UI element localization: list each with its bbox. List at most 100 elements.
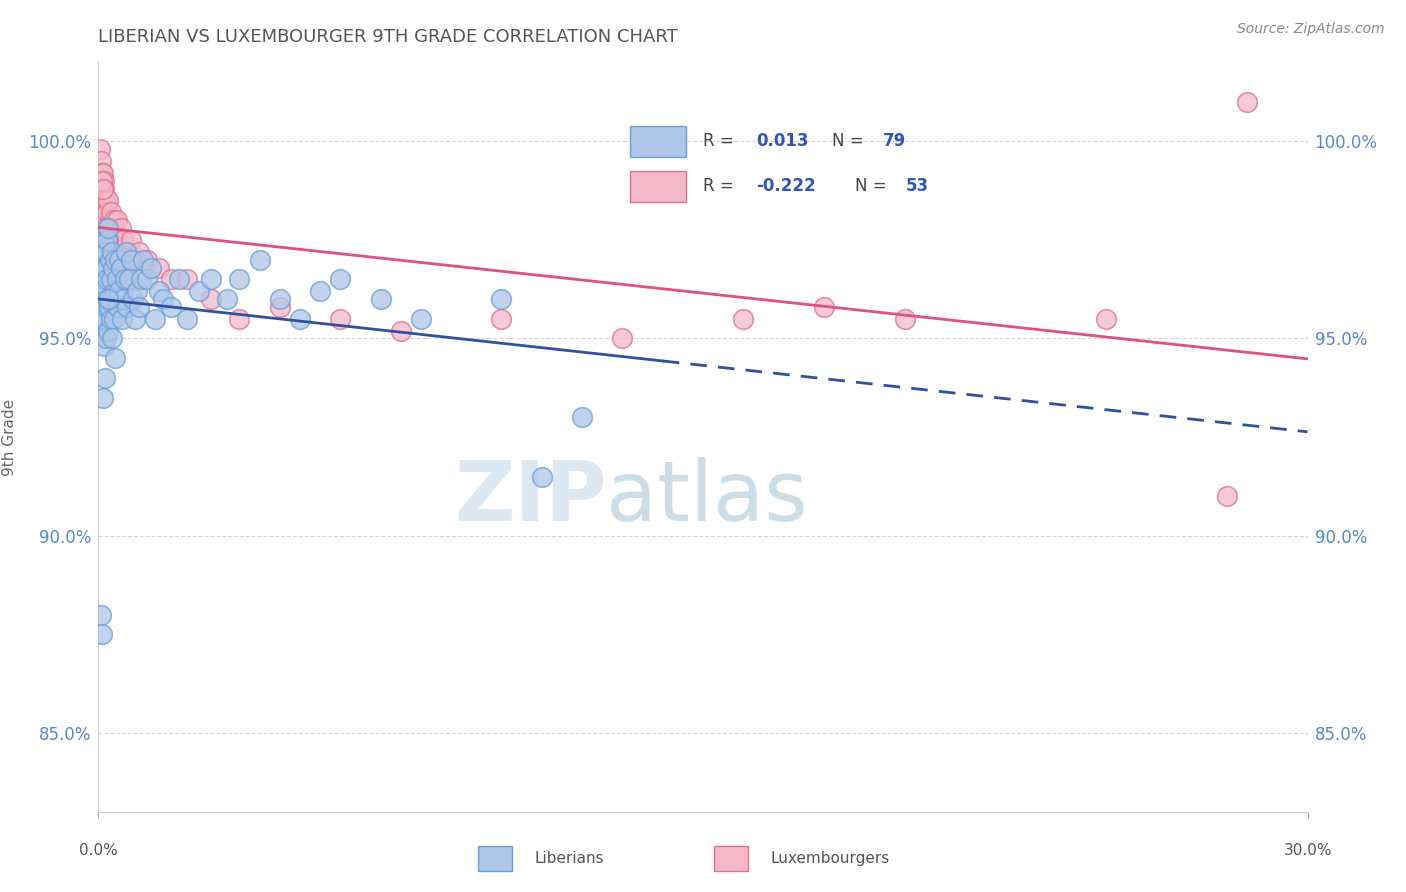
Text: 79: 79 bbox=[883, 132, 907, 150]
Point bbox=[97, 292, 120, 306]
Point bbox=[125, 284, 148, 298]
Point bbox=[97, 292, 120, 306]
Point bbox=[110, 260, 132, 275]
Point bbox=[813, 300, 835, 314]
Point bbox=[128, 244, 150, 259]
Point bbox=[96, 272, 118, 286]
Point bbox=[128, 300, 150, 314]
Point bbox=[93, 233, 115, 247]
Point bbox=[111, 311, 134, 326]
Point bbox=[139, 260, 162, 275]
Text: Source: ZipAtlas.com: Source: ZipAtlas.com bbox=[1237, 22, 1385, 37]
Point bbox=[217, 292, 239, 306]
Point bbox=[114, 244, 136, 259]
Point bbox=[612, 331, 634, 345]
Point bbox=[100, 292, 122, 306]
Point bbox=[93, 194, 115, 208]
Point bbox=[96, 233, 118, 247]
Point bbox=[104, 351, 127, 366]
Point bbox=[98, 252, 121, 267]
Text: 30.0%: 30.0% bbox=[1284, 843, 1331, 858]
Point bbox=[124, 252, 146, 267]
Point bbox=[91, 181, 114, 195]
Point bbox=[124, 311, 146, 326]
Point bbox=[91, 324, 114, 338]
Point bbox=[94, 371, 117, 385]
Point bbox=[96, 260, 118, 275]
Point bbox=[90, 607, 112, 622]
Point bbox=[94, 213, 117, 227]
Point bbox=[94, 280, 117, 294]
Point bbox=[111, 292, 134, 306]
Point bbox=[135, 252, 157, 267]
Point bbox=[152, 292, 174, 306]
Point bbox=[148, 284, 170, 298]
Text: Luxembourgers: Luxembourgers bbox=[770, 851, 890, 866]
Point bbox=[129, 272, 152, 286]
Bar bbox=[478, 847, 512, 871]
Point bbox=[94, 244, 117, 259]
Text: LIBERIAN VS LUXEMBOURGER 9TH GRADE CORRELATION CHART: LIBERIAN VS LUXEMBOURGER 9TH GRADE CORRE… bbox=[98, 28, 678, 45]
Point bbox=[118, 272, 141, 286]
Point bbox=[111, 233, 134, 247]
Text: Liberians: Liberians bbox=[534, 851, 605, 866]
Point bbox=[107, 252, 129, 267]
Point bbox=[93, 260, 115, 275]
Point bbox=[110, 221, 132, 235]
Bar bbox=[630, 126, 686, 157]
Point bbox=[91, 194, 114, 208]
Point bbox=[188, 284, 211, 298]
Point bbox=[160, 300, 183, 314]
Point bbox=[167, 272, 190, 286]
Point bbox=[100, 233, 122, 247]
Point bbox=[105, 272, 128, 286]
Point bbox=[91, 391, 114, 405]
Point bbox=[104, 272, 127, 286]
Point bbox=[93, 339, 115, 353]
Text: 0.013: 0.013 bbox=[756, 132, 808, 150]
Point bbox=[100, 205, 122, 219]
Point bbox=[93, 292, 115, 306]
Point bbox=[103, 311, 125, 326]
Point bbox=[228, 272, 250, 286]
Point bbox=[89, 142, 111, 156]
Point bbox=[91, 166, 114, 180]
Point bbox=[107, 233, 129, 247]
Point bbox=[288, 311, 311, 326]
Point bbox=[91, 272, 114, 286]
Point bbox=[104, 252, 127, 267]
Point bbox=[893, 311, 915, 326]
Point bbox=[269, 292, 291, 306]
Point bbox=[91, 252, 114, 267]
Point bbox=[1216, 489, 1239, 503]
Point bbox=[90, 154, 112, 169]
Point bbox=[1095, 311, 1118, 326]
Point bbox=[530, 469, 553, 483]
Point bbox=[97, 324, 120, 338]
Point bbox=[269, 300, 291, 314]
Point bbox=[120, 233, 142, 247]
Text: 53: 53 bbox=[905, 178, 928, 195]
Point bbox=[94, 221, 117, 235]
Text: ZIP: ZIP bbox=[454, 457, 606, 538]
Text: 0.0%: 0.0% bbox=[79, 843, 118, 858]
Point bbox=[94, 194, 117, 208]
Point bbox=[409, 311, 432, 326]
Point bbox=[107, 300, 129, 314]
Point bbox=[101, 221, 124, 235]
Point bbox=[143, 311, 166, 326]
Point bbox=[97, 221, 120, 235]
Point bbox=[91, 627, 114, 641]
Point bbox=[176, 311, 198, 326]
Point bbox=[103, 233, 125, 247]
Point bbox=[96, 300, 118, 314]
Point bbox=[96, 194, 118, 208]
Point bbox=[121, 292, 143, 306]
Point bbox=[94, 331, 117, 345]
Text: atlas: atlas bbox=[606, 457, 808, 538]
Point bbox=[115, 300, 138, 314]
Point bbox=[94, 311, 117, 326]
Point bbox=[370, 292, 392, 306]
Point bbox=[94, 260, 117, 275]
Point bbox=[249, 252, 271, 267]
